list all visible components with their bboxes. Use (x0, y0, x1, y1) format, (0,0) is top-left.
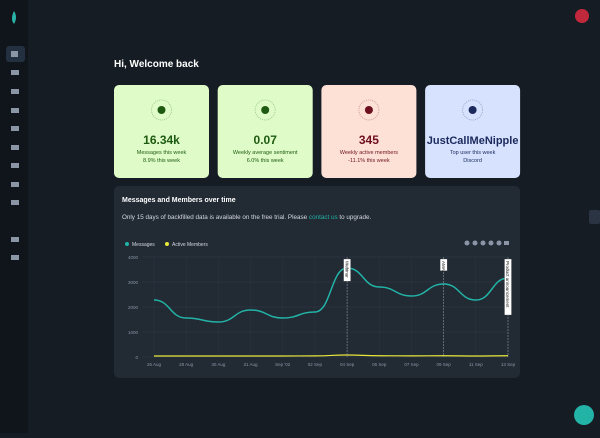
x-tick-label: 30 Aug (211, 362, 226, 367)
nav-item[interactable] (11, 255, 19, 260)
legend-label: Messages (132, 242, 155, 248)
nav-item[interactable] (11, 200, 19, 205)
nav-item[interactable] (11, 163, 19, 168)
card-change: 8.9% this week (143, 158, 180, 164)
notice-end: to upgrade. (338, 214, 372, 221)
menu[interactable] (504, 241, 509, 245)
card-icon-ring (462, 99, 484, 121)
zoom-in[interactable] (472, 240, 478, 246)
side-tab[interactable] (589, 210, 600, 224)
x-tick-label: 26 Aug (147, 362, 162, 367)
nav-item[interactable] (11, 237, 19, 242)
sidebar (0, 0, 28, 433)
annotation-text: AMA (441, 261, 446, 271)
annotation: Webinar (343, 258, 351, 282)
card-value: 0.07 (254, 133, 278, 147)
stat-card (217, 85, 313, 178)
card-change: -11.1% this week (348, 158, 390, 164)
x-tick-label: 11 Sep (469, 362, 483, 367)
panel-title: Messages and Members over time (122, 197, 236, 204)
pan[interactable] (488, 240, 494, 246)
reset[interactable] (496, 240, 502, 246)
notice: Only 15 days of backfilled data is avail… (122, 214, 371, 221)
x-tick-label: 04 Sep (340, 362, 355, 367)
nav-item[interactable] (11, 182, 19, 187)
card-change: 6.0% this week (247, 158, 284, 164)
x-tick-label: 28 Aug (179, 362, 194, 367)
chart-toolbar (464, 240, 509, 246)
annotation: Product announcement (504, 258, 512, 316)
zoom[interactable] (480, 240, 486, 246)
y-tick-label: 3000 (128, 280, 139, 285)
stat-card (321, 85, 417, 178)
series-line (153, 267, 509, 323)
logo (12, 11, 16, 24)
x-tick-label: Sep '02 (275, 362, 291, 367)
annotation-box (504, 258, 512, 316)
stat-card (425, 85, 521, 178)
card-value: 16.34k (143, 133, 180, 147)
stat-card (114, 85, 209, 178)
card-change: Discord (463, 158, 482, 164)
card-icon-ring (151, 99, 172, 121)
annotation-box (439, 258, 448, 271)
nav-item[interactable] (11, 70, 19, 75)
card-icon (468, 106, 477, 114)
nav-item[interactable] (11, 145, 19, 150)
y-tick-label: 0 (135, 355, 138, 360)
x-tick-label: 06 Sep (372, 362, 387, 367)
x-tick-label: 09 Sep (437, 362, 452, 367)
x-tick-label: 13 Sep (501, 362, 516, 367)
annotation: AMA (439, 258, 448, 271)
card-value: JustCallMeNipple (427, 135, 519, 147)
nav-home[interactable] (11, 51, 18, 57)
greeting: Hi, Welcome back (114, 59, 199, 70)
x-tick-label: 07 Sep (404, 362, 419, 367)
card-icon (261, 106, 270, 114)
card-label: Weekly average sentiment (233, 150, 298, 156)
card-label: Top user this week (450, 150, 496, 156)
annotation-text: Webinar (344, 261, 349, 278)
series-line (154, 354, 509, 357)
nav-icons (11, 51, 19, 260)
nav-item[interactable] (11, 126, 19, 131)
card-icon (157, 106, 166, 114)
avatar[interactable] (575, 9, 589, 23)
annotation-text: Product announcement (505, 261, 510, 308)
zoom-out[interactable] (464, 240, 470, 246)
card-label: Weekly active members (340, 150, 399, 156)
legend-swatch (125, 242, 129, 246)
y-tick-label: 1000 (128, 330, 139, 335)
nav-item[interactable] (11, 108, 19, 113)
card-icon (364, 106, 373, 114)
legend-label: Active Members (172, 242, 208, 248)
nav-item[interactable] (11, 89, 19, 94)
card-value: 345 (359, 133, 379, 147)
legend-swatch (165, 242, 169, 246)
x-tick-label: 02 Sep (308, 362, 323, 367)
x-tick-label: 31 Aug (244, 362, 259, 367)
contact-link[interactable]: contact us (309, 214, 338, 221)
chat-button[interactable] (574, 405, 594, 425)
annotation-box (343, 258, 351, 282)
card-icon-ring (254, 99, 276, 121)
notice-text: Only 15 days of backfilled data is avail… (122, 214, 309, 221)
card-label: Messages this week (137, 150, 187, 156)
y-tick-label: 4000 (128, 255, 139, 260)
y-tick-label: 2000 (128, 305, 139, 310)
card-icon-ring (358, 99, 380, 121)
